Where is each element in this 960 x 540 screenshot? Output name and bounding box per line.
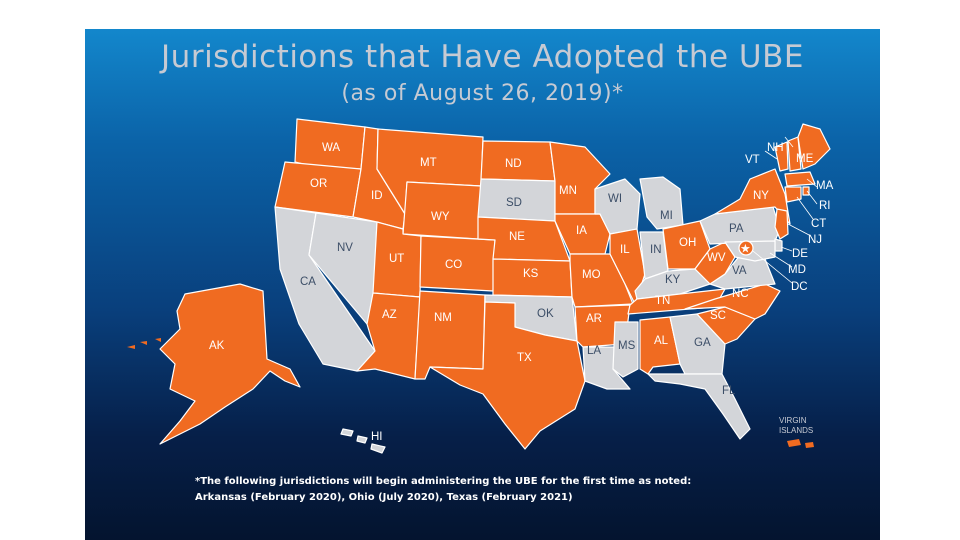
us-map: ★ WA OR CA NV ID MT WY UT CO — [127, 118, 834, 454]
label-CA: CA — [300, 276, 316, 288]
label-NH: NH — [767, 142, 784, 154]
state-CT — [784, 186, 802, 203]
state-VT — [774, 141, 789, 172]
label-MN: MN — [559, 185, 577, 197]
label-WY: WY — [431, 211, 450, 223]
label-DE: DE — [792, 248, 808, 260]
dc-star-circle — [738, 240, 754, 256]
label-IL: IL — [620, 244, 630, 256]
label-VA: VA — [732, 265, 747, 277]
state-SC — [696, 306, 756, 345]
label-NV: NV — [337, 242, 353, 254]
label-LA: LA — [587, 345, 601, 357]
label-ND: ND — [505, 158, 522, 170]
label-IA: IA — [576, 225, 587, 237]
label-RI: RI — [819, 200, 831, 212]
label-NC: NC — [732, 288, 749, 300]
state-TX — [429, 301, 586, 450]
footnote-line-1: *The following jurisdictions will begin … — [195, 476, 692, 487]
leader-lines — [752, 136, 818, 284]
label-UT: UT — [389, 253, 404, 265]
map-subtitle: (as of August 26, 2019)* — [341, 81, 624, 106]
label-CT: CT — [811, 218, 826, 230]
state-MA — [784, 171, 816, 187]
aleutian-islands — [127, 338, 161, 349]
map-title: Jurisdictions that Have Adopted the UBE — [161, 39, 804, 75]
label-WA: WA — [322, 142, 340, 154]
state-NJ — [774, 208, 789, 240]
label-MD: MD — [788, 264, 806, 276]
state-NH — [787, 136, 802, 172]
label-AR: AR — [586, 313, 602, 325]
label-virgin-islands-2: ISLANDS — [779, 426, 813, 435]
label-WI: WI — [608, 193, 622, 205]
label-NY: NY — [753, 190, 769, 202]
label-VT: VT — [745, 154, 760, 166]
label-MS: MS — [618, 340, 636, 352]
label-IN: IN — [650, 244, 662, 256]
footnote-line-2: Arkansas (February 2020), Ohio (July 202… — [195, 492, 573, 503]
label-ME: ME — [796, 153, 814, 165]
label-TN: TN — [655, 295, 670, 307]
label-PA: PA — [729, 223, 744, 235]
label-HI: HI — [371, 431, 383, 443]
virgin-islands-shape — [787, 439, 814, 448]
label-TX: TX — [517, 352, 532, 364]
label-MO: MO — [582, 269, 601, 281]
label-OH: OH — [679, 237, 696, 249]
label-KS: KS — [523, 268, 539, 280]
label-MA: MA — [816, 180, 834, 192]
dc-star-icon: ★ — [740, 242, 751, 256]
label-GA: GA — [694, 337, 711, 349]
state-RI — [802, 186, 810, 196]
label-NJ: NJ — [808, 234, 822, 246]
label-SD: SD — [506, 197, 522, 209]
label-AZ: AZ — [382, 309, 397, 321]
slide: Jurisdictions that Have Adopted the UBE … — [85, 29, 880, 540]
state-AK — [159, 283, 301, 445]
label-virgin-islands-1: VIRGIN — [779, 416, 807, 425]
label-SC: SC — [710, 310, 726, 322]
label-OR: OR — [310, 178, 327, 190]
state-ME — [797, 123, 831, 170]
state-MS — [612, 321, 639, 378]
label-FL: FL — [722, 385, 736, 397]
label-ID: ID — [371, 190, 383, 202]
label-DC: DC — [791, 281, 808, 293]
label-MT: MT — [420, 157, 437, 169]
label-AL: AL — [654, 335, 669, 347]
state-NM — [414, 290, 486, 380]
state-DE — [774, 238, 783, 252]
label-NE: NE — [509, 231, 525, 243]
label-OK: OK — [537, 308, 554, 320]
label-CO: CO — [445, 259, 462, 271]
state-FL — [647, 373, 751, 440]
label-NM: NM — [434, 312, 452, 324]
label-MI: MI — [660, 210, 673, 222]
label-KY: KY — [665, 274, 681, 286]
state-NC — [684, 283, 781, 320]
label-WV: WV — [707, 252, 726, 264]
state-HI — [340, 428, 386, 454]
label-AK: AK — [209, 340, 225, 352]
